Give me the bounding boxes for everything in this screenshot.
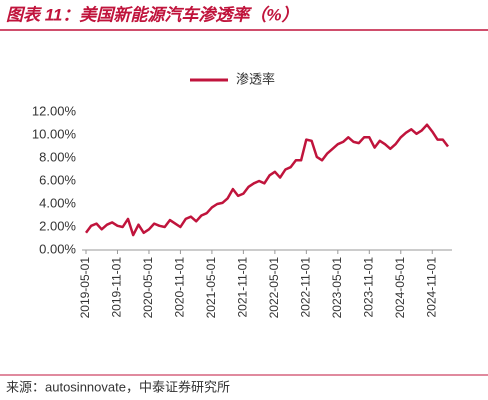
x-tick-label: 2020-05-01: [141, 257, 155, 319]
x-tick-label: 2021-05-01: [204, 257, 218, 319]
y-tick-label: 10.00%: [32, 126, 77, 141]
y-tick-label: 12.00%: [32, 103, 77, 118]
x-tick-label: 2023-05-01: [330, 257, 344, 319]
legend-label: 渗透率: [236, 71, 275, 86]
x-tick-label: 2023-11-01: [361, 257, 375, 318]
x-tick-label: 2021-11-01: [236, 257, 250, 318]
line-series: [84, 123, 449, 237]
source: 来源：autosinnovate，中泰证券研究所: [6, 379, 230, 394]
y-tick-label: 6.00%: [39, 172, 76, 187]
y-tick-label: 0.00%: [39, 241, 76, 256]
y-tick-label: 2.00%: [39, 218, 76, 233]
x-tick-label: 2020-11-01: [173, 257, 187, 318]
y-tick-label: 4.00%: [39, 195, 76, 210]
x-tick-label: 2024-05-01: [393, 257, 407, 319]
y-tick-label: 8.00%: [39, 149, 76, 164]
x-tick-label: 2019-11-01: [110, 257, 124, 318]
chart-title: 图表 11：美国新能源汽车渗透率（%）: [6, 5, 299, 24]
x-tick-label: 2019-05-01: [78, 257, 92, 319]
x-tick-label: 2024-11-01: [424, 257, 438, 318]
x-tick-label: 2022-05-01: [267, 257, 281, 319]
x-tick-label: 2022-11-01: [299, 257, 313, 318]
